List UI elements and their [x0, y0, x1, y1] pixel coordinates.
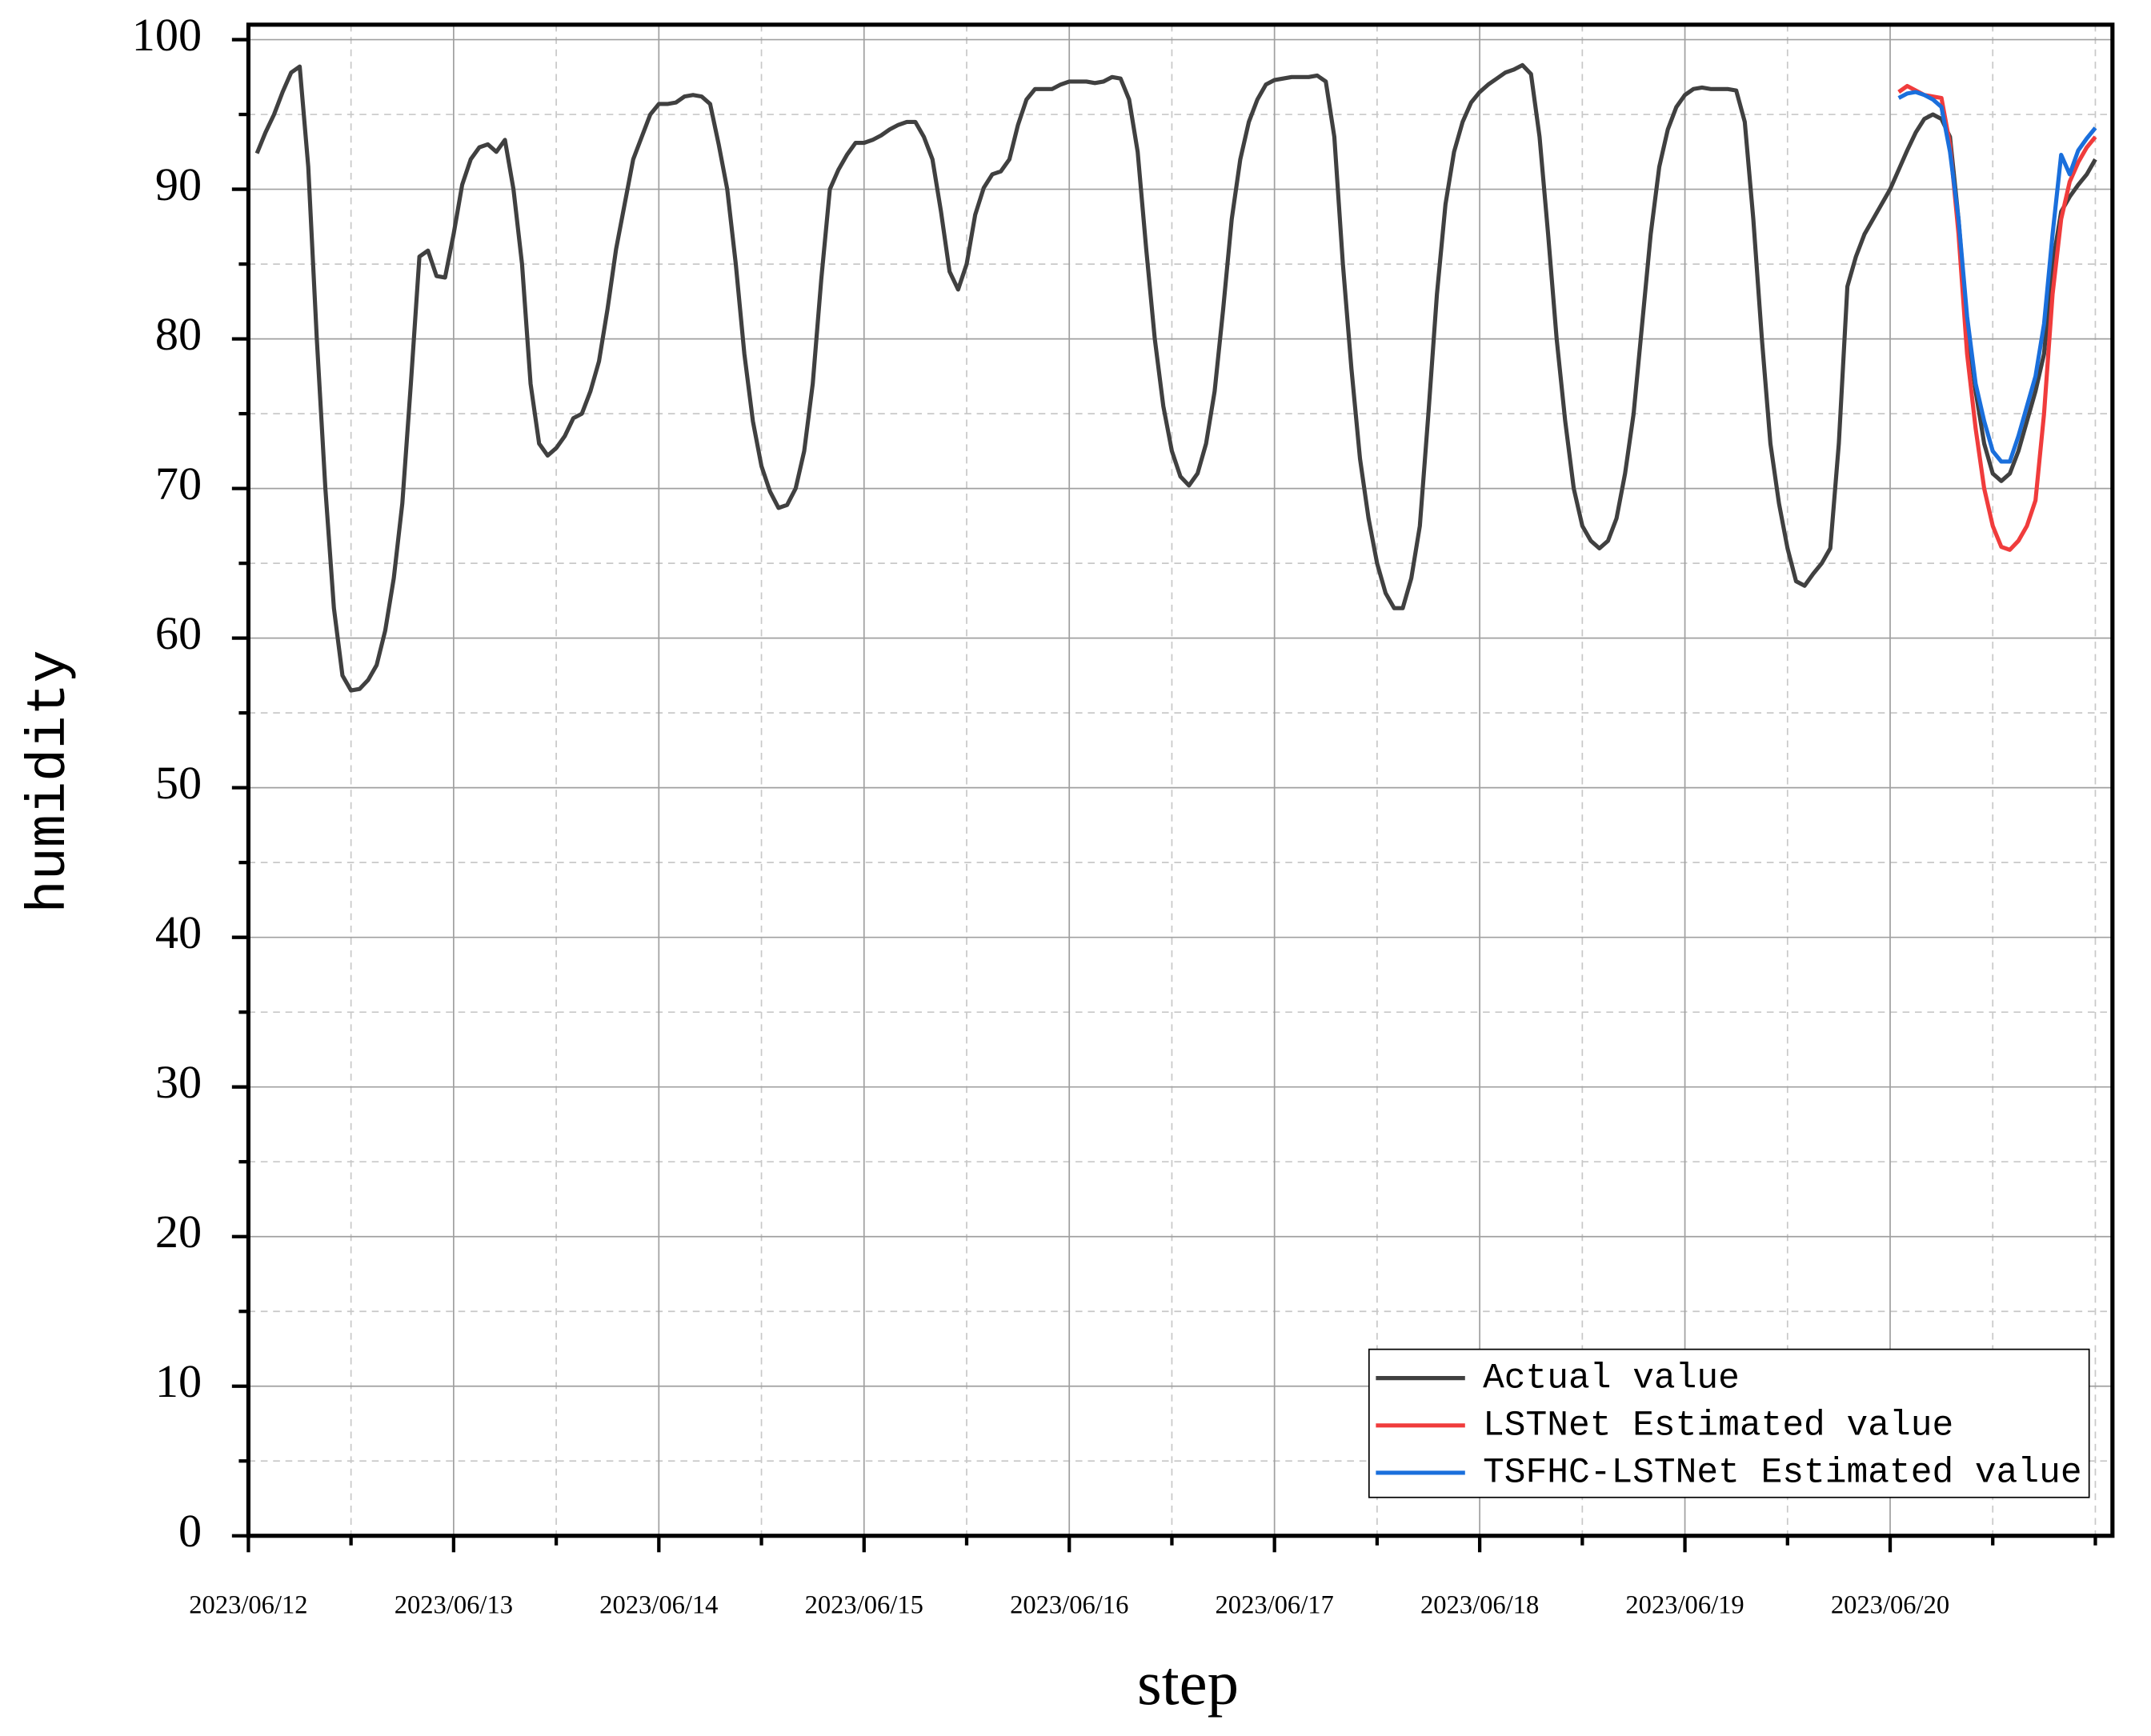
y-axis-label: humidity	[18, 650, 81, 913]
x-tick-label: 2023/06/15	[805, 1590, 923, 1619]
legend-box	[1368, 1348, 2090, 1498]
y-tick-label: 100	[132, 9, 202, 61]
x-tick-label: 2023/06/18	[1420, 1590, 1539, 1619]
y-tick-label: 90	[155, 158, 202, 210]
y-tick-label: 30	[155, 1056, 202, 1108]
legend-label: Actual value	[1483, 1358, 1740, 1398]
x-tick-label: 2023/06/12	[189, 1590, 307, 1619]
y-tick-label: 80	[155, 308, 202, 360]
legend-label: TSFHC-LSTNet Estimated value	[1483, 1454, 2082, 1494]
legend-label: LSTNet Estimated value	[1483, 1406, 1953, 1446]
x-tick-label: 2023/06/19	[1625, 1590, 1744, 1619]
series-line	[254, 62, 2097, 693]
y-tick-label: 10	[155, 1355, 202, 1407]
y-tick-label: 20	[155, 1206, 202, 1258]
x-tick-label: 2023/06/16	[1010, 1590, 1128, 1619]
series-line	[1897, 90, 2097, 464]
y-tick-label: 70	[155, 458, 202, 510]
x-axis-label: step	[1137, 1649, 1239, 1718]
series-line	[1897, 83, 2097, 552]
x-tick-label: 2023/06/14	[599, 1590, 718, 1619]
plot-frame	[246, 22, 2115, 1538]
x-tick-label: 2023/06/17	[1216, 1590, 1334, 1619]
y-tick-label: 50	[155, 757, 202, 809]
x-tick-label: 2023/06/20	[1831, 1590, 1949, 1619]
y-tick-label: 0	[178, 1505, 202, 1557]
y-tick-label: 60	[155, 607, 202, 659]
y-tick-label: 40	[155, 906, 202, 958]
x-tick-label: 2023/06/13	[395, 1590, 513, 1619]
